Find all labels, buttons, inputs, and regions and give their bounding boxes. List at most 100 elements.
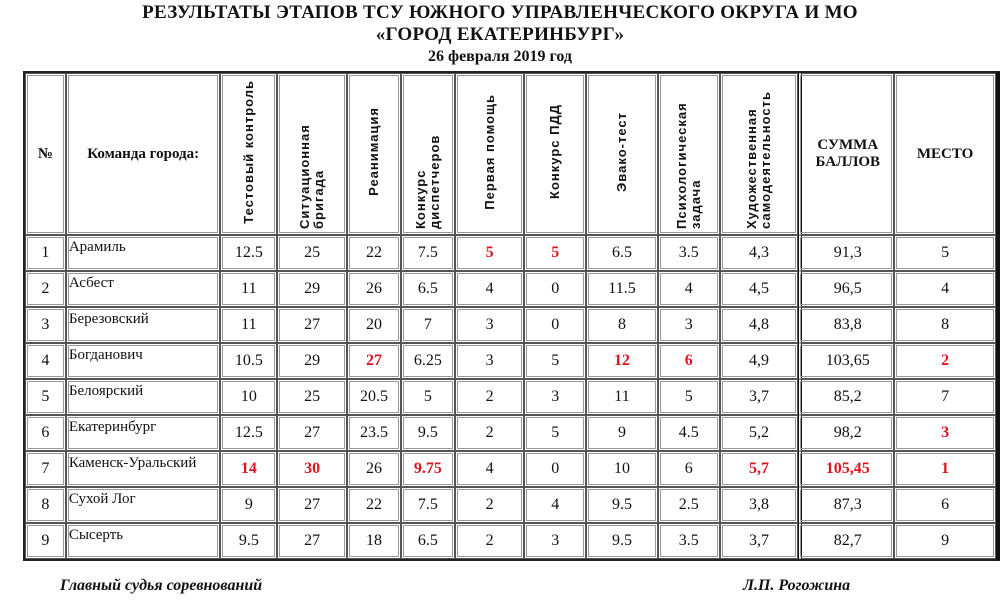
score-cell: 22 <box>347 235 401 271</box>
score-cell: 10 <box>586 451 658 487</box>
place: 3 <box>894 415 996 451</box>
row-number: 8 <box>25 487 66 523</box>
score-cell: 23.5 <box>347 415 401 451</box>
score-cell: 4 <box>454 451 525 487</box>
table-row: 7 Каменск-Уральский 14 30 26 9.75 4 0 10 6 5,7 105,… <box>25 451 996 487</box>
column-header-label: Реанимация <box>365 107 381 196</box>
column-header: СУММА БАЛЛОВ <box>798 73 895 235</box>
score-cell: 4,5 <box>719 271 799 307</box>
score-cell: 0 <box>524 451 587 487</box>
score-cell: 8 <box>586 307 658 343</box>
score-cell: 5 <box>657 379 720 415</box>
score-cell: 6.5 <box>400 271 455 307</box>
score-cell: 27 <box>277 487 348 523</box>
column-header-label: Тестовый контроль <box>240 79 256 224</box>
column-header: Конкурс диспетчеров <box>400 73 455 235</box>
row-number: 4 <box>25 343 66 379</box>
total-score: 82,7 <box>798 523 895 559</box>
score-cell: 12 <box>586 343 658 379</box>
document-title-line2: «ГОРОД ЕКАТЕРИНБУРГ» <box>375 24 625 45</box>
column-header-label: Художественная самодеятельность <box>744 91 773 229</box>
table-row: 4 Богданович 10.5 29 27 6.25 3 5 12 6 4,9 103,65 2 <box>25 343 996 379</box>
column-header-label: Психологическая задача <box>673 102 703 229</box>
team-name: Каменск-Уральский <box>65 451 221 487</box>
score-cell: 9.75 <box>400 451 455 487</box>
score-cell: 9.5 <box>586 487 658 523</box>
score-cell: 27 <box>277 307 348 343</box>
column-header: Конкурс ПДД <box>524 73 587 235</box>
place: 7 <box>894 379 996 415</box>
score-cell: 5,2 <box>719 415 799 451</box>
score-cell: 5 <box>524 415 587 451</box>
team-name: Сухой Лог <box>65 487 221 523</box>
row-number: 5 <box>25 379 66 415</box>
column-header: Команда города: <box>65 73 221 235</box>
total-score: 96,5 <box>798 271 895 307</box>
score-cell: 3 <box>454 343 525 379</box>
score-cell: 2 <box>454 415 525 451</box>
total-score: 91,3 <box>798 235 895 271</box>
score-cell: 7 <box>400 307 455 343</box>
score-cell: 10.5 <box>220 343 278 379</box>
score-cell: 4 <box>454 271 525 307</box>
score-cell: 6 <box>657 451 720 487</box>
total-score: 98,2 <box>798 415 895 451</box>
total-score: 103,65 <box>798 343 895 379</box>
team-name: Белоярский <box>65 379 221 415</box>
total-score: 105,45 <box>798 451 895 487</box>
row-number: 1 <box>25 235 66 271</box>
place: 8 <box>894 307 996 343</box>
column-header-label: № <box>37 145 53 162</box>
score-cell: 26 <box>347 451 401 487</box>
row-number: 2 <box>25 271 66 307</box>
place: 9 <box>894 523 996 559</box>
row-number: 3 <box>25 307 66 343</box>
score-cell: 25 <box>277 235 348 271</box>
column-header-label: Конкурс ПДД <box>547 104 563 199</box>
table-row: 1 Арамиль 12.5 25 22 7.5 5 5 6.5 3.5 4,3 91,3 5 <box>25 235 996 271</box>
score-cell: 27 <box>277 523 348 559</box>
team-name: Асбест <box>65 271 221 307</box>
column-header: Тестовый контроль <box>220 73 278 235</box>
score-cell: 29 <box>277 343 348 379</box>
chief-judge-name: Л.П. Рогожина <box>743 577 851 594</box>
table-row: 5 Белоярский 10 25 20.5 5 2 3 11 5 3,7 85,2 7 <box>25 379 996 415</box>
place: 4 <box>894 271 996 307</box>
score-cell: 11 <box>586 379 658 415</box>
score-cell: 5 <box>454 235 525 271</box>
score-cell: 9 <box>586 415 658 451</box>
score-cell: 9 <box>220 487 278 523</box>
column-header: МЕСТО <box>894 73 996 235</box>
score-cell: 4 <box>524 487 587 523</box>
document-title-line1: РЕЗУЛЬТАТЫ ЭТАПОВ ТСУ ЮЖНОГО УПРАВЛЕНЧЕС… <box>142 2 858 23</box>
total-score: 85,2 <box>798 379 895 415</box>
team-name: Арамиль <box>65 235 221 271</box>
score-cell: 3 <box>524 379 587 415</box>
score-cell: 27 <box>347 343 401 379</box>
row-number: 9 <box>25 523 66 559</box>
column-header-label: Команда города: <box>87 145 200 162</box>
document-date: 26 февраля 2019 год <box>428 48 572 65</box>
score-cell: 2 <box>454 523 525 559</box>
score-cell: 3.5 <box>657 523 720 559</box>
score-cell: 9.5 <box>586 523 658 559</box>
score-cell: 12.5 <box>220 235 278 271</box>
column-header: Реанимация <box>347 73 401 235</box>
table-row: 8 Сухой Лог 9 27 22 7.5 2 4 9.5 2.5 3,8 87,3 6 <box>25 487 996 523</box>
table-row: 6 Екатеринбург 12.5 27 23.5 9.5 2 5 9 4.5 5,2 98,2 3 <box>25 415 996 451</box>
column-header: № <box>25 73 66 235</box>
table-row: 3 Березовский 11 27 20 7 3 0 8 3 4,8 83,8 8 <box>25 307 996 343</box>
score-cell: 30 <box>277 451 348 487</box>
score-cell: 29 <box>277 271 348 307</box>
place: 6 <box>894 487 996 523</box>
team-name: Богданович <box>65 343 221 379</box>
score-cell: 2.5 <box>657 487 720 523</box>
score-cell: 3,8 <box>719 487 799 523</box>
table-row: 9 Сысерть 9.5 27 18 6.5 2 3 9.5 3.5 3,7 82,7 9 <box>25 523 996 559</box>
score-cell: 11 <box>220 307 278 343</box>
column-header-label: Первая помощь <box>481 93 497 210</box>
score-cell: 6.5 <box>586 235 658 271</box>
row-number: 7 <box>25 451 66 487</box>
score-cell: 3 <box>657 307 720 343</box>
score-cell: 7.5 <box>400 487 455 523</box>
